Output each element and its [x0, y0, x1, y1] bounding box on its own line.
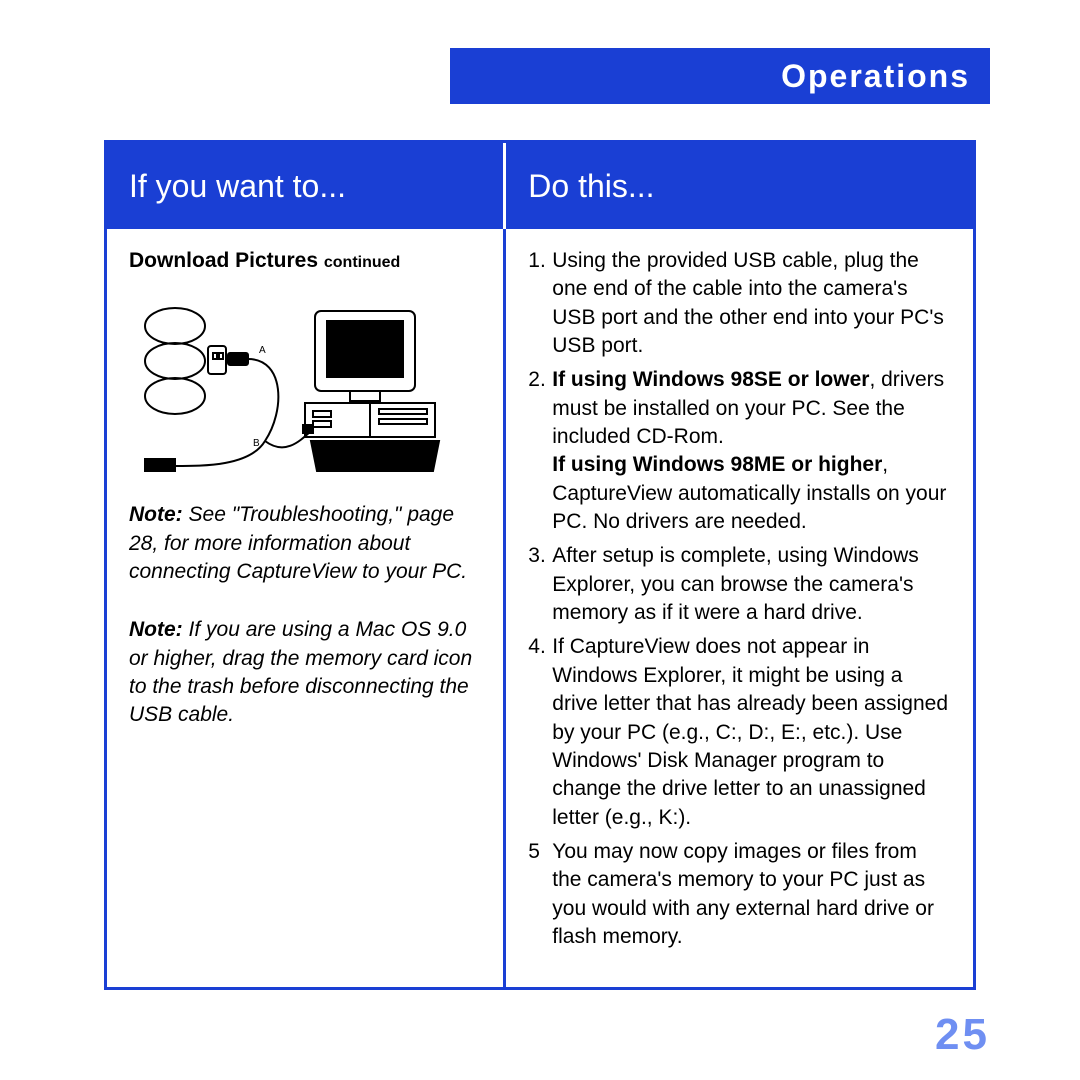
step-text: If CaptureView does not appear in Window…: [552, 635, 948, 828]
section-title: Operations: [781, 58, 970, 95]
instruction-table: If you want to... Do this... Download Pi…: [104, 140, 976, 990]
manual-page: Operations If you want to... Do this... …: [0, 0, 1080, 1080]
svg-text:A: A: [259, 345, 266, 356]
step-number: 3.: [528, 542, 546, 570]
step-number: 2.: [528, 366, 546, 394]
step-number: 4.: [528, 633, 546, 661]
note-troubleshooting: Note: See "Troubleshooting," page 28, fo…: [129, 501, 481, 586]
col-header-left: If you want to...: [107, 143, 506, 229]
note-mac-os: Note: If you are using a Mac OS 9.0 or h…: [129, 616, 481, 729]
step-bold: If using Windows 98SE or lower: [552, 368, 869, 391]
step-5: 5 You may now copy images or files from …: [528, 838, 951, 951]
step-text: Using the provided USB cable, plug the o…: [552, 249, 944, 357]
page-number: 25: [935, 1010, 990, 1060]
topic-heading-bold: Download Pictures: [129, 249, 324, 272]
step-3: 3. After setup is complete, using Window…: [528, 542, 951, 627]
instruction-list: 1. Using the provided USB cable, plug th…: [528, 247, 951, 951]
step-text: You may now copy images or files from th…: [552, 840, 934, 948]
step-text: After setup is complete, using Windows E…: [552, 544, 919, 624]
step-4: 4. If CaptureView does not appear in Win…: [528, 633, 951, 831]
usb-connection-illustration: A B: [135, 291, 445, 481]
col-header-right: Do this...: [506, 143, 973, 229]
svg-text:B: B: [253, 438, 260, 449]
cell-do-this: 1. Using the provided USB cable, plug th…: [506, 229, 973, 987]
topic-heading: Download Pictures continued: [129, 247, 481, 275]
step-bold: If using Windows 98ME or higher: [552, 453, 882, 476]
note-label: Note:: [129, 503, 183, 526]
step-number: 1.: [528, 247, 546, 275]
step-2: 2. If using Windows 98SE or lower, drive…: [528, 366, 951, 536]
note-label: Note:: [129, 618, 183, 641]
step-number: 5: [528, 838, 540, 866]
cell-if-you-want-to: Download Pictures continued: [107, 229, 506, 987]
section-tab: Operations: [450, 48, 990, 104]
topic-heading-continued: continued: [324, 254, 400, 271]
table-header: If you want to... Do this...: [107, 143, 973, 229]
step-1: 1. Using the provided USB cable, plug th…: [528, 247, 951, 360]
table-body: Download Pictures continued: [107, 229, 973, 987]
